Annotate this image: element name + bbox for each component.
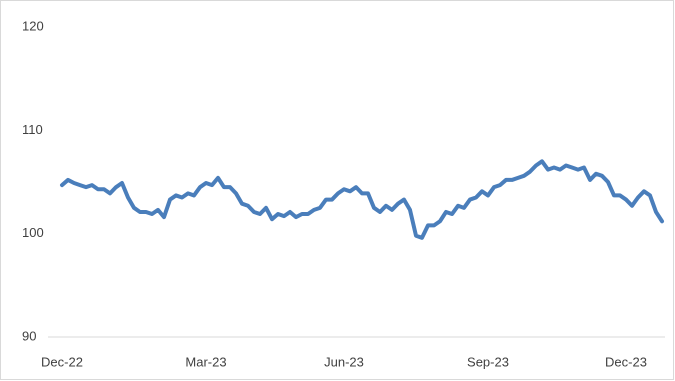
x-tick-label: Jun-23	[324, 354, 364, 369]
data-line	[60, 159, 664, 240]
y-tick-label: 100	[22, 225, 44, 240]
x-tick-label: Sep-23	[467, 354, 509, 369]
x-tick-label: Dec-23	[605, 354, 647, 369]
y-tick-label: 90	[22, 328, 36, 343]
y-tick-label: 120	[22, 18, 44, 33]
x-tick-label: Mar-23	[185, 354, 226, 369]
y-tick-label: 110	[22, 122, 43, 137]
x-tick-label: Dec-22	[41, 354, 83, 369]
